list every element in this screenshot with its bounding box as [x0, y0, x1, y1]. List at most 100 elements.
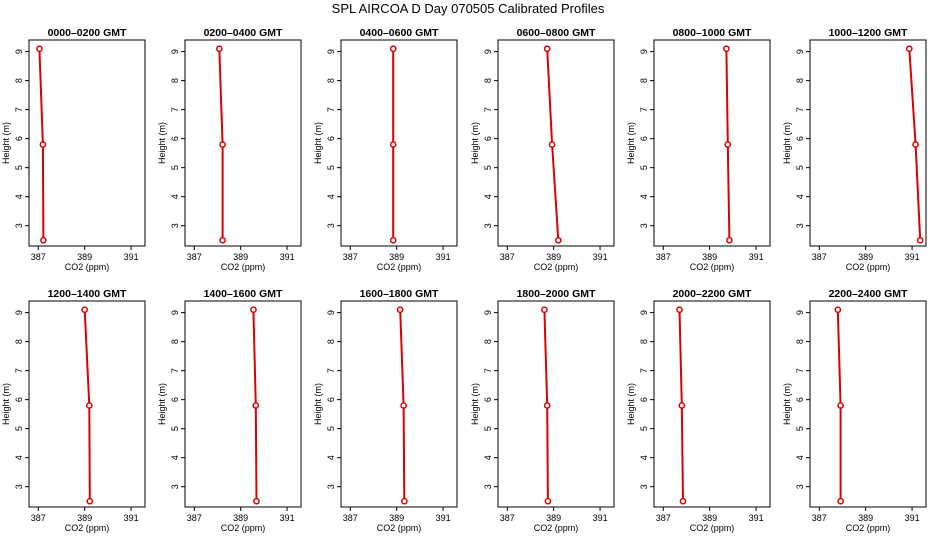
y-tick-label: 4 — [639, 455, 649, 460]
y-tick-label: 3 — [326, 484, 336, 489]
profile-point — [834, 306, 842, 314]
profile-point — [252, 402, 260, 409]
profile-point — [543, 45, 551, 53]
panel-title: 2000–2200 GMT — [673, 288, 752, 300]
profile-point — [400, 497, 408, 505]
x-tick-label: 389 — [702, 252, 717, 262]
panel-title: 0800–1000 GMT — [673, 27, 752, 39]
y-tick-label: 5 — [639, 426, 649, 431]
y-tick-label: 4 — [170, 194, 180, 199]
x-axis-label: CO2 (ppm) — [690, 262, 735, 272]
x-tick-label: 389 — [702, 513, 717, 523]
x-tick-label: 391 — [593, 513, 608, 523]
y-tick-label: 8 — [483, 78, 493, 83]
x-tick-label: 387 — [187, 252, 202, 262]
x-tick-label: 387 — [343, 513, 358, 523]
x-tick-label: 391 — [749, 513, 764, 523]
y-tick-label: 7 — [326, 368, 336, 373]
y-tick-label: 5 — [170, 165, 180, 170]
x-tick-label: 391 — [124, 513, 139, 523]
x-tick-label: 389 — [546, 513, 561, 523]
panel-title: 0200–0400 GMT — [204, 27, 283, 39]
y-axis-label: Height (m) — [1, 383, 11, 425]
y-tick-label: 6 — [14, 397, 24, 402]
y-tick-label: 9 — [326, 310, 336, 315]
y-tick-label: 9 — [639, 49, 649, 54]
x-tick-label: 391 — [280, 513, 295, 523]
plot-frame — [28, 300, 146, 508]
y-tick-label: 9 — [639, 310, 649, 315]
y-tick-label: 6 — [795, 136, 805, 141]
y-tick-label: 3 — [14, 484, 24, 489]
profile-point — [389, 141, 397, 148]
x-tick-label: 391 — [749, 252, 764, 262]
x-tick-label: 391 — [436, 252, 451, 262]
x-tick-label: 389 — [77, 513, 92, 523]
x-axis-label: CO2 (ppm) — [65, 262, 110, 272]
x-tick-label: 389 — [389, 252, 404, 262]
plot-frame — [497, 300, 615, 508]
y-tick-label: 8 — [326, 339, 336, 344]
y-tick-label: 7 — [483, 368, 493, 373]
x-tick-label: 391 — [593, 252, 608, 262]
y-tick-label: 6 — [326, 136, 336, 141]
plot-frame — [340, 39, 458, 247]
y-tick-label: 8 — [170, 339, 180, 344]
x-tick-label: 391 — [436, 513, 451, 523]
y-tick-label: 6 — [326, 397, 336, 402]
y-tick-label: 9 — [483, 310, 493, 315]
panel-6: 1200–1400 GMT 3 4 5 6 7 8 9 387 389 391 CO2 (ppm) He… — [1, 288, 146, 533]
profile-point — [679, 497, 687, 505]
profile-point — [250, 306, 257, 314]
panel-8: 1600–1800 GMT 3 4 5 6 7 8 9 387 389 391 CO2 (ppm) He… — [313, 288, 458, 533]
y-tick-label: 6 — [170, 397, 180, 402]
profile-point — [86, 497, 94, 505]
y-tick-label: 8 — [795, 78, 805, 83]
profile-point — [396, 306, 404, 314]
x-tick-label: 387 — [656, 252, 671, 262]
panel-title: 0400–0600 GMT — [360, 27, 439, 39]
y-tick-label: 8 — [639, 78, 649, 83]
y-tick-label: 9 — [795, 49, 805, 54]
panel-11: 2200–2400 GMT 3 4 5 6 7 8 9 387 389 391 CO2 (ppm) He… — [782, 288, 927, 533]
panel-9: 1800–2000 GMT 3 4 5 6 7 8 9 387 389 391 CO2 (ppm) He… — [470, 288, 615, 533]
x-axis-label: CO2 (ppm) — [534, 523, 579, 533]
plot-frame — [809, 300, 927, 508]
x-axis-label: CO2 (ppm) — [221, 523, 266, 533]
y-tick-label: 4 — [326, 455, 336, 460]
y-tick-label: 5 — [14, 426, 24, 431]
x-tick-label: 387 — [500, 252, 515, 262]
y-axis-label: Height (m) — [626, 383, 636, 425]
y-axis-label: Height (m) — [1, 122, 11, 164]
plot-frame — [340, 300, 458, 508]
plot-frame — [653, 39, 771, 247]
y-tick-label: 4 — [483, 194, 493, 199]
x-tick-label: 391 — [124, 252, 139, 262]
y-tick-label: 3 — [483, 223, 493, 228]
y-tick-label: 8 — [483, 339, 493, 344]
profile-point — [837, 497, 844, 505]
panel-2: 0400–0600 GMT 3 4 5 6 7 8 9 387 389 391 CO2 (ppm) He… — [313, 27, 458, 272]
panel-title: 1600–1800 GMT — [360, 288, 439, 300]
y-tick-label: 7 — [795, 368, 805, 373]
profile-point — [837, 402, 844, 409]
y-tick-label: 3 — [326, 223, 336, 228]
panel-4: 0800–1000 GMT 3 4 5 6 7 8 9 387 389 391 CO2 (ppm) He… — [626, 27, 771, 272]
panel-title: 1200–1400 GMT — [48, 288, 127, 300]
panel-10: 2000–2200 GMT 3 4 5 6 7 8 9 387 389 391 CO2 (ppm) He… — [626, 288, 771, 533]
profile-point — [219, 141, 226, 148]
y-tick-label: 6 — [14, 136, 24, 141]
y-tick-label: 3 — [795, 484, 805, 489]
x-tick-label: 387 — [812, 513, 827, 523]
y-tick-label: 6 — [639, 397, 649, 402]
y-tick-label: 7 — [170, 368, 180, 373]
x-tick-label: 391 — [280, 252, 295, 262]
y-tick-label: 6 — [170, 136, 180, 141]
x-tick-label: 389 — [858, 252, 873, 262]
y-tick-label: 7 — [170, 107, 180, 112]
y-tick-label: 9 — [795, 310, 805, 315]
panel-3: 0600–0800 GMT 3 4 5 6 7 8 9 387 389 391 CO2 (ppm) He… — [470, 27, 615, 272]
y-tick-label: 4 — [326, 194, 336, 199]
y-tick-label: 6 — [639, 136, 649, 141]
